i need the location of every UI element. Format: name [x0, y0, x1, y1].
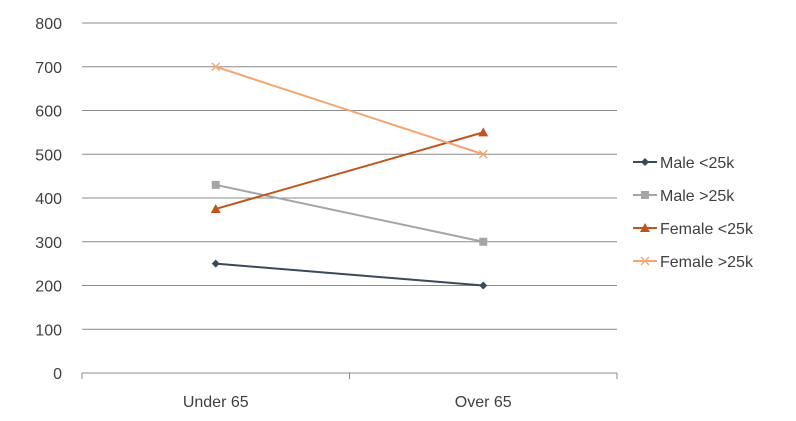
data-point [479, 237, 488, 246]
series-line [215, 183, 484, 243]
data-point-stroke [478, 149, 488, 159]
legend-marker [641, 158, 649, 166]
data-point [478, 149, 488, 159]
legend-marker [640, 223, 650, 232]
legend-item: Male <25k [633, 155, 735, 172]
x-tick-label: Under 65 [183, 394, 249, 411]
data-point [478, 127, 489, 137]
y-axis-tick-labels: 0 100 200 300 400 500 600 700 800 [35, 16, 62, 383]
y-tick-label: 200 [35, 279, 62, 296]
series-line [215, 262, 484, 287]
y-tick-label: 700 [35, 60, 62, 77]
series-female-25k [211, 62, 488, 159]
legend-item: Male >25k [633, 188, 735, 205]
y-tick-label: 100 [35, 322, 62, 339]
data-point [479, 281, 488, 290]
series-female-25k [210, 127, 489, 213]
data-point [210, 203, 221, 213]
legend-label: Female <25k [660, 221, 754, 238]
legend-item: Female <25k [633, 221, 754, 238]
data-point [211, 259, 220, 268]
data-point-stroke [211, 62, 221, 72]
y-tick-label: 500 [35, 147, 62, 164]
legend-item: Female >25k [633, 254, 754, 271]
data-point [211, 62, 221, 72]
gridlines [82, 22, 617, 330]
data-point [211, 180, 220, 189]
legend-marker [641, 191, 649, 199]
legend-label: Male >25k [660, 188, 735, 205]
x-tick-label: Over 65 [455, 394, 512, 411]
y-tick-label: 800 [35, 16, 62, 33]
x-axis: Under 65 Over 65 [81, 372, 618, 411]
legend: Male <25k Male >25k Female <25k Female >25k [633, 155, 754, 271]
series-line [215, 65, 484, 156]
series-male-25k [211, 180, 488, 246]
legend-marker [640, 256, 650, 266]
legend-label: Female >25k [660, 254, 754, 271]
y-tick-label: 0 [53, 366, 62, 383]
series-line [215, 131, 484, 210]
data-point-stroke [640, 256, 650, 266]
y-tick-label: 300 [35, 235, 62, 252]
legend-label: Male <25k [660, 155, 735, 172]
y-tick-label: 600 [35, 104, 62, 121]
y-tick-label: 400 [35, 191, 62, 208]
series-lines [210, 62, 489, 290]
series-male-25k [211, 259, 488, 290]
